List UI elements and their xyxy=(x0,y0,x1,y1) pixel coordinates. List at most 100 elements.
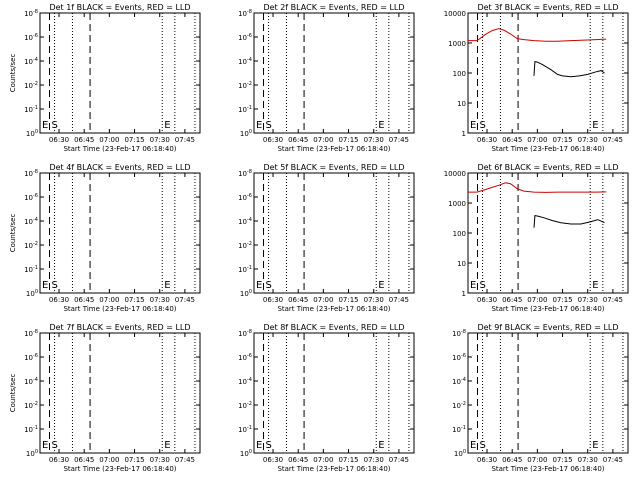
marker-e-label: E xyxy=(256,120,262,131)
y-tick-label: 10-6 xyxy=(238,33,252,42)
plot-frame xyxy=(253,172,415,294)
y-tick-label: 10-1 xyxy=(24,425,38,434)
x-tick-label: 06:30 xyxy=(477,296,497,304)
marker-s-label: S xyxy=(480,280,486,291)
lld-rate-line xyxy=(468,182,607,193)
x-tick-label: 07:15 xyxy=(552,456,572,464)
x-tick-label: 06:30 xyxy=(263,456,283,464)
x-tick-label: 06:30 xyxy=(49,296,69,304)
panel-4: Det 4f BLACK = Events, RED = LLD Counts/s… xyxy=(9,163,201,313)
x-tick-label: 06:30 xyxy=(49,456,69,464)
x-tick-label: 07:15 xyxy=(124,456,144,464)
x-tick-label: 07:45 xyxy=(175,296,195,304)
x-tick-label: 07:00 xyxy=(99,456,119,464)
y-tick-label: 10-1 xyxy=(238,425,252,434)
marker-e-label: E xyxy=(42,440,48,451)
x-tick-label: 07:00 xyxy=(313,136,333,144)
plot-frame xyxy=(253,12,415,134)
x-tick-label: 07:45 xyxy=(175,136,195,144)
panel-title: Det 5f BLACK = Events, RED = LLD xyxy=(263,163,404,172)
y-tick-label: 1000 xyxy=(448,40,466,48)
x-tick-label: 07:45 xyxy=(603,456,623,464)
x-tick-label: 07:15 xyxy=(124,296,144,304)
y-tick-label: 10-8 xyxy=(24,169,38,178)
x-tick-label: 07:30 xyxy=(578,136,598,144)
panel-6: Det 6f BLACK = Events, RED = LLD 1 10 100 10… xyxy=(444,163,629,313)
x-axis-label: Start Time (23-Feb-17 06:18:40) xyxy=(277,145,390,153)
y-tick-label: 10-2 xyxy=(238,81,252,90)
x-tick-label: 06:45 xyxy=(288,296,308,304)
x-tick-label: 07:00 xyxy=(527,456,547,464)
y-tick-label: 10-4 xyxy=(24,377,38,386)
x-tick-label: 07:00 xyxy=(313,456,333,464)
panel-5: Det 5f BLACK = Events, RED = LLD 100 10-1 1… xyxy=(238,163,415,313)
x-axis-label: Start Time (23-Feb-17 06:18:40) xyxy=(277,305,390,313)
panel-9: Det 9f BLACK = Events, RED = LLD 100 10-1 1… xyxy=(452,323,629,473)
marker-e-label: E xyxy=(470,280,476,291)
y-tick-label: 100 xyxy=(454,449,466,458)
x-axis-label: Start Time (23-Feb-17 06:18:40) xyxy=(63,145,176,153)
x-tick-label: 07:30 xyxy=(578,296,598,304)
y-tick-label: 10-1 xyxy=(24,265,38,274)
marker-e-label: E xyxy=(42,120,48,131)
x-tick-label: 07:30 xyxy=(364,456,384,464)
x-tick-label: 07:45 xyxy=(389,296,409,304)
y-tick-label: 1 xyxy=(462,130,466,138)
y-tick-label: 1000 xyxy=(448,200,466,208)
x-tick-label: 06:45 xyxy=(74,296,94,304)
marker-s-label: S xyxy=(52,120,58,131)
y-tick-label: 10-8 xyxy=(238,9,252,18)
y-tick-label: 10-2 xyxy=(24,241,38,250)
panel-2: Det 2f BLACK = Events, RED = LLD 100 10-1 1… xyxy=(238,3,415,153)
marker-s-label: S xyxy=(52,280,58,291)
event-rate-line xyxy=(533,60,605,78)
panel-title: Det 2f BLACK = Events, RED = LLD xyxy=(263,3,404,12)
y-tick-label: 10-4 xyxy=(238,377,252,386)
x-axis-label: Start Time (23-Feb-17 06:18:40) xyxy=(491,465,604,473)
marker-e-label: E xyxy=(256,440,262,451)
x-tick-label: 06:30 xyxy=(477,136,497,144)
y-tick-label: 10-2 xyxy=(24,81,38,90)
x-tick-label: 07:00 xyxy=(313,296,333,304)
marker-e-label: E xyxy=(164,280,170,291)
y-tick-label: 10-8 xyxy=(238,329,252,338)
x-tick-label: 07:30 xyxy=(150,296,170,304)
x-tick-label: 07:15 xyxy=(124,136,144,144)
x-tick-label: 07:15 xyxy=(338,136,358,144)
marker-s-label: S xyxy=(266,440,272,451)
y-tick-label: 100 xyxy=(26,289,38,298)
y-tick-label: 10-4 xyxy=(452,377,466,386)
y-tick-label: 10-1 xyxy=(452,425,466,434)
y-tick-label: 10000 xyxy=(444,10,466,18)
y-tick-label: 10-6 xyxy=(24,353,38,362)
y-tick-label: 10-1 xyxy=(24,105,38,114)
x-tick-label: 07:30 xyxy=(150,136,170,144)
y-tick-label: 1 xyxy=(462,290,466,298)
x-tick-label: 07:15 xyxy=(552,296,572,304)
marker-e-label: E xyxy=(164,440,170,451)
y-tick-label: 100 xyxy=(240,289,252,298)
marker-s-label: S xyxy=(480,120,486,131)
x-axis-label: Start Time (23-Feb-17 06:18:40) xyxy=(491,145,604,153)
y-tick-label: 10-6 xyxy=(24,33,38,42)
x-tick-label: 07:30 xyxy=(150,456,170,464)
x-tick-label: 06:30 xyxy=(263,136,283,144)
x-tick-label: 06:45 xyxy=(288,136,308,144)
x-tick-label: 07:00 xyxy=(527,136,547,144)
y-axis-label: Counts/sec xyxy=(9,214,17,253)
plot-frame xyxy=(39,12,201,134)
y-tick-label: 10-4 xyxy=(24,57,38,66)
x-tick-label: 07:00 xyxy=(99,296,119,304)
panel-title: Det 9f BLACK = Events, RED = LLD xyxy=(477,323,618,332)
x-axis-label: Start Time (23-Feb-17 06:18:40) xyxy=(491,305,604,313)
x-tick-label: 07:15 xyxy=(338,456,358,464)
marker-s-label: S xyxy=(266,280,272,291)
panel-8: Det 8f BLACK = Events, RED = LLD 100 10-1 1… xyxy=(238,323,415,473)
panel-title: Det 1f BLACK = Events, RED = LLD xyxy=(49,3,190,12)
y-tick-label: 10-8 xyxy=(24,9,38,18)
marker-e-label: E xyxy=(378,120,384,131)
y-tick-label: 100 xyxy=(240,129,252,138)
plot-frame xyxy=(467,172,629,294)
y-tick-label: 10-8 xyxy=(452,329,466,338)
